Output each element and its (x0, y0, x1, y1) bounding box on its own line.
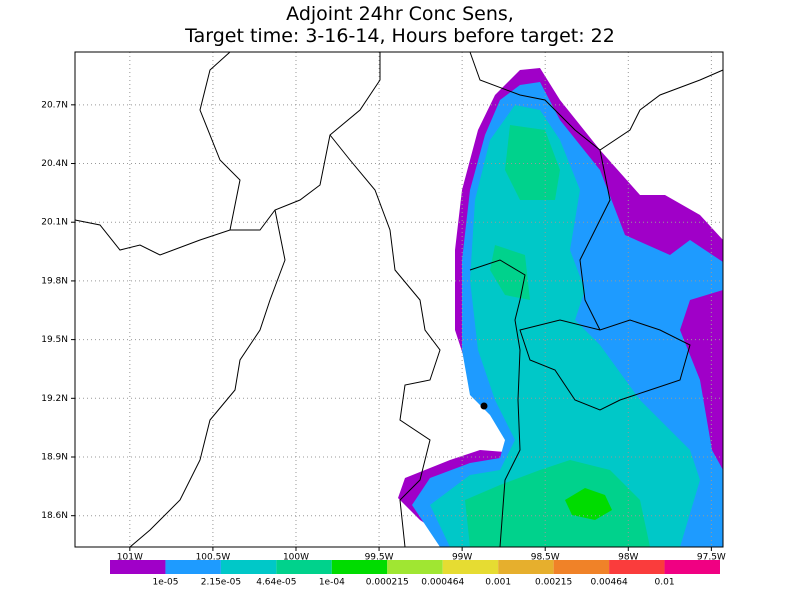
colorbar-label: 0.00215 (535, 578, 572, 588)
y-tick-label: 19.2N (41, 394, 68, 404)
y-tick-label: 20.1N (41, 218, 68, 228)
colorbar-swatch (276, 560, 332, 574)
colorbar-swatch (220, 560, 277, 574)
x-tick-label: 101W (117, 553, 143, 563)
colorbar-label: 0.01 (655, 578, 675, 588)
y-tick-label: 20.4N (41, 159, 68, 169)
colorbar-label: 1e-05 (152, 578, 178, 588)
map-plot (74, 51, 724, 548)
x-tick-label: 98W (618, 553, 638, 563)
colorbar-label: 0.00464 (590, 578, 627, 588)
state-border (329, 134, 441, 548)
colorbar-label: 0.000464 (421, 578, 464, 588)
colorbar-label: 1e-04 (319, 578, 345, 588)
x-tick-label: 100W (283, 553, 309, 563)
colorbar-label: 0.001 (485, 578, 511, 588)
title-line: Target time: 3-16-14, Hours before targe… (184, 25, 615, 47)
site-marker (480, 402, 488, 410)
x-tick-label: 100.5W (196, 553, 231, 563)
y-tick-label: 19.5N (41, 335, 68, 345)
field-level-3 (430, 105, 700, 547)
state-border (129, 209, 286, 548)
colorbar-label: 4.64e-05 (256, 578, 296, 588)
state-border (199, 51, 241, 231)
state-border (579, 149, 611, 331)
colorbar-swatch (664, 560, 720, 574)
colorbar-swatch (442, 560, 499, 574)
plot-frame (74, 51, 724, 548)
colorbar-swatch (609, 560, 665, 574)
colorbar-swatch (110, 560, 166, 574)
state-border (74, 52, 381, 256)
x-tick-label: 99W (452, 553, 472, 563)
y-tick-label: 18.6N (41, 511, 68, 521)
colorbar-swatch (331, 560, 388, 574)
colorbar-swatch (498, 560, 554, 574)
colorbar-swatch (553, 560, 610, 574)
x-tick-label: 99.5W (365, 553, 394, 563)
state-border (469, 259, 526, 548)
y-tick-label: 20.7N (41, 100, 68, 110)
colorbar-label: 2.15e-05 (201, 578, 241, 588)
title-line: Adjoint 24hr Conc Sens, (286, 3, 514, 25)
colorbar-swatch (165, 560, 221, 574)
x-tick-label: 98.5W (531, 553, 560, 563)
y-tick-label: 19.8N (41, 276, 68, 286)
colorbar-label: 0.000215 (366, 578, 409, 588)
field-level-1 (690, 300, 723, 360)
x-tick-label: 97.5W (697, 553, 726, 563)
y-tick-label: 18.9N (41, 453, 68, 463)
colorbar-swatch (387, 560, 443, 574)
field-level-4 (465, 125, 650, 547)
state-border (519, 319, 691, 411)
field-level-5 (565, 488, 612, 520)
